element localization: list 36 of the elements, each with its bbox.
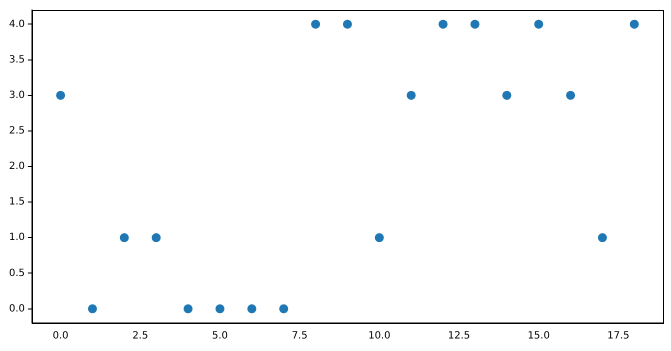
y-tick-label: 3.5 xyxy=(8,54,25,66)
point xyxy=(534,20,544,29)
point xyxy=(438,20,448,29)
point xyxy=(152,233,161,242)
point xyxy=(56,90,66,100)
y-tick-label: 2.5 xyxy=(8,126,25,137)
point xyxy=(311,20,320,29)
y-tick-label: 2.0 xyxy=(8,161,25,172)
point xyxy=(566,90,576,100)
point xyxy=(630,20,639,29)
point xyxy=(470,20,480,29)
y-tick-label: 4.0 xyxy=(8,18,25,30)
point xyxy=(374,233,384,242)
x-tick-label: 5.0 xyxy=(212,330,228,342)
x-tick-label: 0.0 xyxy=(52,330,69,342)
point xyxy=(279,304,288,314)
x-tick-label: 15.0 xyxy=(528,330,550,342)
y-tick-label: 1.0 xyxy=(8,232,25,244)
point xyxy=(88,304,97,314)
y-tick-label: 0.5 xyxy=(8,268,25,279)
point xyxy=(406,90,416,100)
x-tick-label: 2.5 xyxy=(132,330,148,342)
point xyxy=(342,20,352,29)
point xyxy=(502,90,512,100)
point xyxy=(120,233,129,242)
point xyxy=(247,304,256,314)
x-tick-label: 17.5 xyxy=(607,330,630,342)
point xyxy=(598,233,607,242)
y-tick-label: 3.0 xyxy=(8,90,25,101)
y-tick-label: 0.0 xyxy=(8,303,25,314)
point xyxy=(215,304,224,314)
x-tick-label: 7.5 xyxy=(292,330,308,342)
y-tick-label: 1.5 xyxy=(8,196,25,208)
x-tick-label: 10.0 xyxy=(368,330,390,342)
x-tick-label: 12.5 xyxy=(448,330,470,342)
point xyxy=(184,304,193,314)
